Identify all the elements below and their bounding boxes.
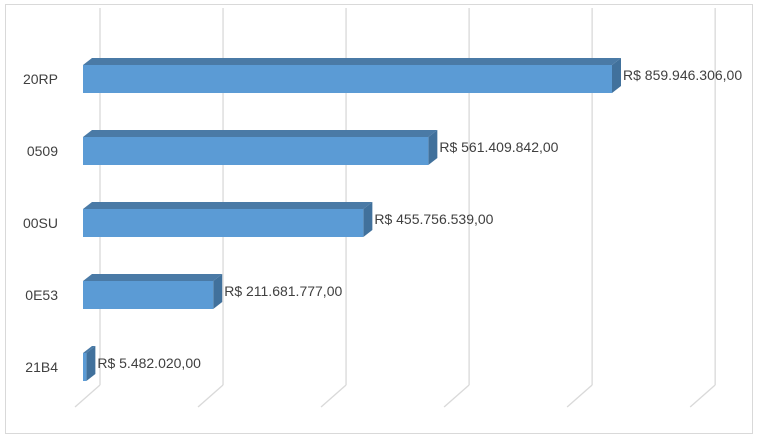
category-label: 20RP bbox=[23, 71, 58, 87]
gridline-floor bbox=[689, 384, 716, 408]
bar-top bbox=[83, 58, 621, 65]
bar-side bbox=[363, 202, 373, 237]
bar-top bbox=[83, 274, 223, 281]
bar-20RP bbox=[83, 65, 612, 93]
bar-00SU bbox=[83, 209, 364, 237]
gridline-floor bbox=[320, 384, 347, 408]
data-label: R$ 211.681.777,00 bbox=[224, 283, 342, 299]
gridline-floor bbox=[443, 384, 470, 408]
gridline-floor bbox=[74, 384, 101, 408]
chart-frame bbox=[5, 4, 753, 434]
gridline-floor bbox=[566, 384, 593, 408]
bar-side bbox=[428, 130, 438, 165]
bar-0509 bbox=[83, 137, 429, 165]
category-label: 00SU bbox=[23, 215, 58, 231]
bar-side bbox=[86, 346, 96, 381]
bar-top bbox=[83, 130, 438, 137]
bar-side bbox=[612, 58, 621, 93]
data-label: R$ 455.756.539,00 bbox=[374, 211, 493, 227]
bar-top bbox=[83, 202, 373, 209]
data-label: R$ 561.409.842,00 bbox=[439, 139, 558, 155]
bar-21B4 bbox=[83, 353, 87, 381]
gridline-floor bbox=[197, 384, 224, 408]
data-label: R$ 859.946.306,00 bbox=[623, 67, 742, 83]
category-label: 21B4 bbox=[25, 359, 58, 375]
category-label: 0509 bbox=[27, 143, 58, 159]
data-label: R$ 5.482.020,00 bbox=[97, 355, 201, 371]
bar-side bbox=[213, 274, 223, 309]
category-label: 0E53 bbox=[25, 287, 58, 303]
bar-0E53 bbox=[83, 281, 214, 309]
bar-top bbox=[83, 346, 96, 353]
